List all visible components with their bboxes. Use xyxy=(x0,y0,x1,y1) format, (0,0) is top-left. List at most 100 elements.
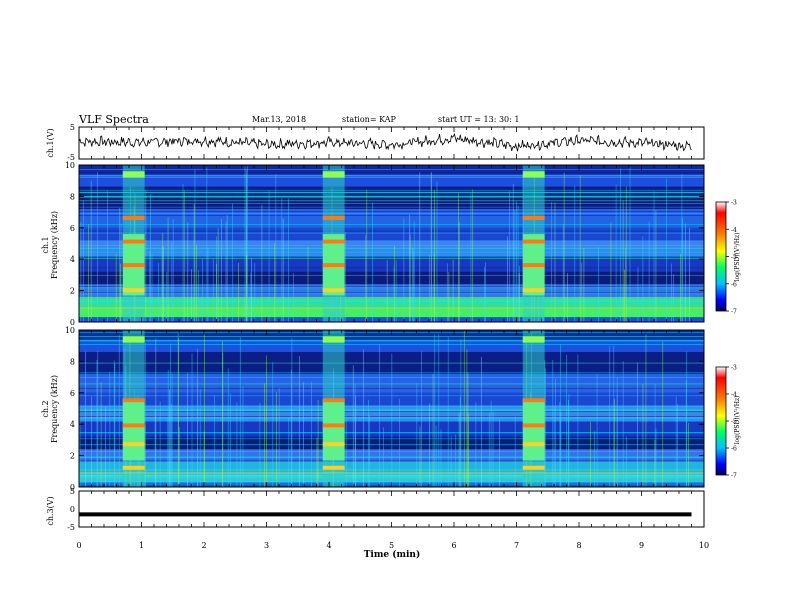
ytick-label: 4 xyxy=(70,420,75,429)
colorbar-tick-label: -4 xyxy=(731,227,737,234)
burst-hot-band xyxy=(122,288,145,293)
ch1-spectrogram-panel: 0 2 4 6 8 10 xyxy=(65,161,705,327)
colorbar-tick-label: -5 xyxy=(731,254,737,261)
ch1-voltage-panel: 5 -5 xyxy=(67,123,705,162)
burst-core xyxy=(522,399,545,461)
ch3-voltage-frame xyxy=(78,490,705,528)
burst-hot-band xyxy=(122,239,145,244)
frequency-band xyxy=(79,208,704,228)
burst-hot-band xyxy=(522,465,545,470)
frequency-band xyxy=(79,227,704,241)
ch3-ytick-label: -5 xyxy=(67,523,75,532)
colorbar1-label: log(PSD)(V²/Hz) xyxy=(734,233,741,282)
burst-top-band xyxy=(122,336,145,343)
xtick-label: 5 xyxy=(389,541,394,550)
ch3-voltage-ylabel: ch.3(V) xyxy=(46,496,55,525)
burst-top-band xyxy=(322,171,345,178)
burst-hot-band xyxy=(522,398,545,403)
burst-hot-band xyxy=(122,216,145,220)
frequency-band xyxy=(79,339,704,352)
burst-hot-band xyxy=(122,465,145,470)
burst-core xyxy=(122,399,145,461)
ytick-label: 10 xyxy=(65,326,75,335)
xtick-label: 6 xyxy=(451,541,456,550)
ytick-label: 8 xyxy=(70,357,75,366)
start-time-label: start UT = 13: 30: 1 xyxy=(438,115,519,124)
ch2-channel-label: ch.2 xyxy=(41,400,50,417)
ytick-label: 6 xyxy=(70,224,75,233)
burst-hot-band xyxy=(522,442,545,447)
burst-hot-band xyxy=(322,288,345,293)
x-axis-label: Time (min) xyxy=(364,549,421,560)
ch1-channel-label: ch.1 xyxy=(41,236,50,253)
xtick-label: 1 xyxy=(139,541,144,550)
frequency-band xyxy=(79,174,704,187)
ch1-voltage-trace xyxy=(78,133,692,152)
ch1-ytick-label: 5 xyxy=(70,123,75,132)
burst-hot-band xyxy=(322,263,345,268)
burst-hot-band xyxy=(322,465,345,470)
burst-hot-band xyxy=(522,423,545,428)
colorbar-tick-label: -6 xyxy=(731,281,737,288)
ch1-colorbar: -3 -4 -5 -6 -7 xyxy=(715,200,737,316)
station-label: station= KAP xyxy=(342,115,397,124)
ytick-label: 10 xyxy=(65,161,75,170)
xtick-label: 7 xyxy=(514,541,519,550)
frequency-band xyxy=(79,271,704,285)
burst-hot-band xyxy=(322,239,345,244)
ch2-colorbar: -3 -4 -5 -6 -7 xyxy=(715,365,737,480)
ch3-voltage-panel: 5 0 -5 xyxy=(67,487,705,532)
burst-hot-band xyxy=(322,216,345,220)
xtick-label: 2 xyxy=(201,541,206,550)
burst-top-band xyxy=(522,171,545,178)
ch1-ytick-label: -5 xyxy=(67,153,75,162)
burst-core xyxy=(322,399,345,461)
colorbar-tick-label: -3 xyxy=(731,200,737,207)
xtick-label: 9 xyxy=(639,541,644,550)
figure-title: VLF Spectra xyxy=(78,113,149,126)
ch2-spectrogram-panel: 0 2 4 6 8 10 xyxy=(65,326,705,492)
burst-hot-band xyxy=(522,239,545,244)
ytick-label: 2 xyxy=(70,287,75,296)
colorbar-tick-label: -4 xyxy=(731,392,737,399)
colorbar-scale xyxy=(715,201,727,312)
burst-top-band xyxy=(322,336,345,343)
ytick-label: 2 xyxy=(70,452,75,461)
colorbar-tick-label: -7 xyxy=(731,473,737,480)
colorbar2-label: log(PSD)(V²/Hz) xyxy=(734,396,741,445)
colorbar-tick-label: -5 xyxy=(731,419,737,426)
burst-hot-band xyxy=(322,442,345,447)
xtick-label: 10 xyxy=(699,541,709,550)
ytick-label: 8 xyxy=(70,192,75,201)
date-label: Mar.13, 2018 xyxy=(252,115,306,124)
burst-hot-band xyxy=(522,288,545,293)
xtick-label: 4 xyxy=(326,541,331,550)
burst-hot-band xyxy=(522,216,545,220)
colorbar-scale xyxy=(715,366,727,476)
burst-top-band xyxy=(122,171,145,178)
ytick-label: 6 xyxy=(70,389,75,398)
time-axis: 0 1 2 3 4 5 6 7 8 9 10 xyxy=(76,127,709,550)
ch3-ytick-label: 5 xyxy=(70,487,75,496)
colorbar-tick-label: -6 xyxy=(731,446,737,453)
xtick-label: 8 xyxy=(576,541,581,550)
colorbar-tick-label: -3 xyxy=(731,365,737,372)
ytick-label: 0 xyxy=(70,483,75,492)
burst-hot-band xyxy=(522,263,545,268)
xtick-label: 3 xyxy=(264,541,269,550)
burst-hot-band xyxy=(322,423,345,428)
ch3-ytick-label: 0 xyxy=(70,505,75,514)
xtick-label: 0 xyxy=(76,541,81,550)
burst-hot-band xyxy=(122,442,145,447)
ytick-label: 4 xyxy=(70,255,75,264)
burst-hot-band xyxy=(322,398,345,403)
burst-hot-band xyxy=(122,398,145,403)
burst-hot-band xyxy=(122,263,145,268)
ch1-frequency-label: Frequency (kHz) xyxy=(50,211,59,279)
colorbar-tick-label: -7 xyxy=(731,309,737,316)
burst-top-band xyxy=(522,336,545,343)
ch2-frequency-label: Frequency (kHz) xyxy=(50,375,59,443)
ytick-label: 0 xyxy=(70,318,75,327)
ch1-voltage-ylabel: ch.1(V) xyxy=(46,128,55,157)
